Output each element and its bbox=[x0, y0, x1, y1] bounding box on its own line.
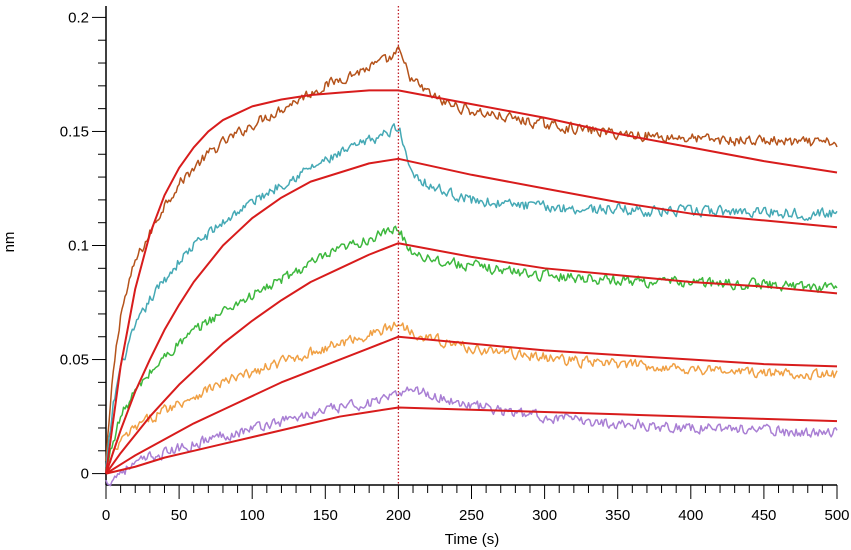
y-tick-label: 0.15 bbox=[60, 123, 89, 140]
x-tick-label: 150 bbox=[313, 507, 338, 524]
x-tick-label: 200 bbox=[386, 507, 411, 524]
series-layer bbox=[105, 45, 838, 487]
y-tick-label: 0 bbox=[81, 466, 89, 483]
measured-series-line bbox=[105, 225, 838, 470]
y-tick-label: 0.05 bbox=[60, 352, 89, 369]
y-axis-label: nm bbox=[1, 232, 18, 253]
measured-series-line bbox=[105, 386, 838, 487]
x-tick-label: 250 bbox=[459, 507, 484, 524]
measured-series-line bbox=[105, 45, 838, 462]
y-tick-label: 0.2 bbox=[68, 9, 89, 26]
x-tick-label: 300 bbox=[532, 507, 557, 524]
fit-series-line bbox=[105, 157, 838, 474]
measured-series-line bbox=[105, 321, 838, 472]
x-axis-label: Time (s) bbox=[445, 531, 499, 548]
fit-series-line bbox=[105, 406, 838, 475]
axes: 0 50 100 150 200 250 300 350 400 450 500 0 0.05 0.1 0.… bbox=[60, 6, 850, 524]
x-tick-label: 500 bbox=[824, 507, 849, 524]
x-tick-label: 350 bbox=[605, 507, 630, 524]
x-tick-label: 450 bbox=[751, 507, 776, 524]
fit-series-line bbox=[105, 335, 838, 475]
fit-series-line bbox=[105, 89, 838, 474]
y-tick-label: 0.1 bbox=[68, 238, 89, 255]
x-tick-label: 100 bbox=[240, 507, 265, 524]
fit-series-line bbox=[105, 242, 838, 475]
x-tick-label: 0 bbox=[102, 507, 110, 524]
x-tick-label: 400 bbox=[678, 507, 703, 524]
x-tick-label: 50 bbox=[171, 507, 188, 524]
